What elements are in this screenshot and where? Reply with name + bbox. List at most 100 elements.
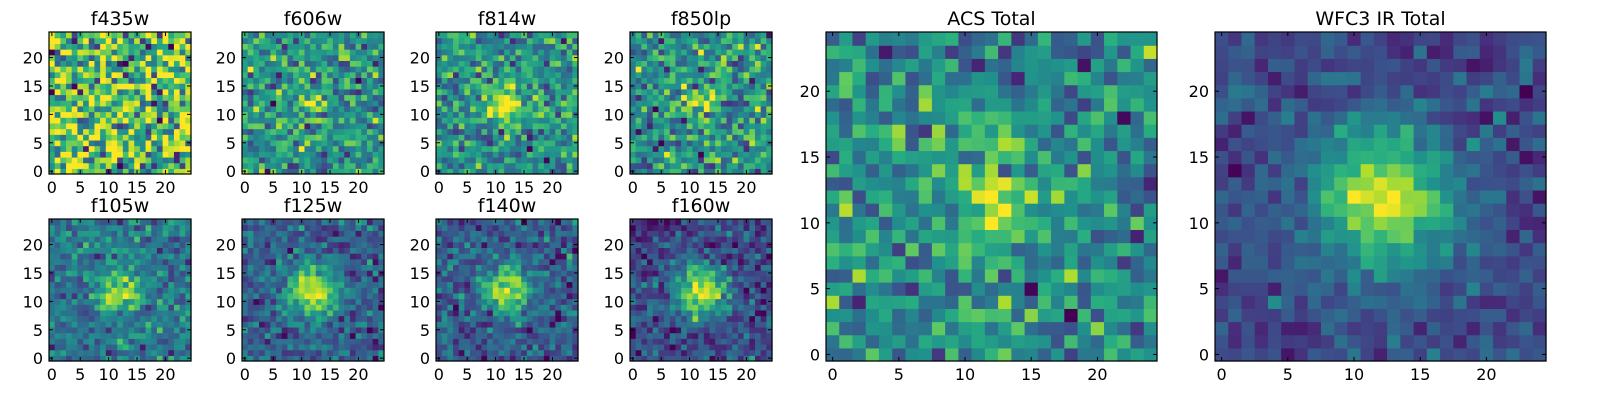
heatmap-cell [156, 224, 164, 231]
heatmap-cell [281, 230, 289, 237]
heatmap-cell [327, 151, 334, 158]
heatmap-cell [681, 332, 688, 339]
heatmap-cell [635, 349, 642, 356]
heatmap-cell [635, 32, 642, 39]
heatmap-cell [698, 60, 705, 67]
heatmap-cell [185, 71, 192, 79]
heatmap-cell [732, 156, 739, 164]
heatmap-cell [270, 321, 277, 328]
heatmap-cell [630, 332, 637, 339]
heatmap-cell [145, 43, 152, 50]
heatmap-cell [726, 309, 733, 317]
heatmap-cell [276, 66, 283, 73]
heatmap-cell [464, 287, 471, 294]
heatmap-cell [88, 71, 96, 79]
heatmap-cell [111, 281, 118, 288]
heatmap-cell [66, 264, 73, 271]
heatmap-cell [276, 156, 283, 164]
heatmap-cell [436, 162, 443, 169]
heatmap-cell [538, 281, 545, 288]
heatmap-cell [447, 168, 454, 175]
heatmap-cell [481, 253, 488, 260]
heatmap-cell [100, 253, 107, 260]
heatmap-cell [372, 332, 379, 339]
heatmap-cell [372, 241, 379, 248]
heatmap-cell [100, 281, 107, 288]
heatmap-cell [555, 247, 562, 254]
heatmap-cell [709, 37, 716, 44]
heatmap-cell [526, 60, 534, 67]
heatmap-cell [470, 122, 477, 130]
heatmap-cell [270, 88, 277, 96]
heatmap-cell [543, 111, 551, 118]
heatmap-cell [168, 54, 175, 61]
heatmap-cell [259, 162, 266, 169]
heatmap-cell [332, 349, 340, 356]
heatmap-cell [247, 77, 254, 84]
heatmap-cell [139, 145, 147, 152]
heatmap-cell [538, 264, 545, 271]
heatmap-cell [754, 355, 762, 362]
heatmap-cell [264, 111, 271, 118]
heatmap-cell [242, 321, 249, 328]
heatmap-cell [173, 355, 181, 362]
heatmap-cell [481, 100, 488, 107]
heatmap-cell [675, 37, 682, 44]
heatmap-cell [378, 100, 385, 107]
heatmap-cell [310, 292, 317, 300]
heatmap-cell [54, 111, 61, 118]
heatmap-cell [652, 54, 659, 61]
heatmap-cell [338, 219, 345, 226]
heatmap-cell [509, 32, 517, 39]
heatmap-cell [681, 83, 688, 90]
heatmap-cell [270, 292, 277, 300]
heatmap-cell [372, 343, 379, 351]
heatmap-cell [698, 275, 705, 283]
heatmap-cell [344, 332, 351, 339]
heatmap-cell [475, 37, 483, 44]
heatmap-cell [635, 105, 642, 113]
heatmap-cell [117, 241, 124, 248]
heatmap-cell [264, 88, 271, 96]
heatmap-cell [630, 309, 637, 317]
heatmap-cell [60, 77, 67, 84]
y-tick-label: 0 [420, 349, 430, 368]
heatmap-cell [481, 230, 488, 237]
heatmap-cell [66, 88, 73, 96]
heatmap-cell [453, 349, 460, 356]
heatmap-cell [566, 275, 573, 283]
heatmap-cell [441, 145, 448, 152]
heatmap-cell [253, 43, 260, 50]
heatmap-cell [310, 275, 317, 283]
heatmap-cell [344, 315, 351, 322]
heatmap-cell [509, 54, 517, 61]
heatmap-cell [526, 309, 534, 317]
heatmap-cell [156, 304, 164, 311]
heatmap-cell [441, 343, 448, 351]
heatmap-cell [532, 32, 539, 39]
heatmap-cell [156, 122, 164, 130]
heatmap-cell [475, 88, 483, 96]
heatmap-cell [276, 37, 283, 44]
heatmap-cell [664, 304, 671, 311]
heatmap-cell [366, 105, 374, 113]
heatmap-cell [94, 253, 101, 260]
heatmap-cell [492, 43, 500, 50]
heatmap-cell [122, 338, 130, 345]
heatmap-cell [441, 230, 448, 237]
heatmap-cell [162, 338, 169, 345]
heatmap-cell [83, 145, 90, 152]
heatmap-cell [247, 32, 254, 39]
heatmap-cell [453, 145, 460, 152]
heatmap-cell [681, 77, 688, 84]
heatmap-cell [658, 139, 665, 147]
heatmap-cell [658, 100, 665, 107]
heatmap-cell [151, 128, 158, 135]
heatmap-cell [521, 253, 528, 260]
heatmap-cell [88, 264, 96, 271]
heatmap-cell [151, 287, 158, 294]
heatmap-cell [259, 88, 266, 96]
heatmap-cell [635, 275, 642, 283]
heatmap-cell [635, 100, 642, 107]
heatmap-cell [168, 49, 175, 56]
